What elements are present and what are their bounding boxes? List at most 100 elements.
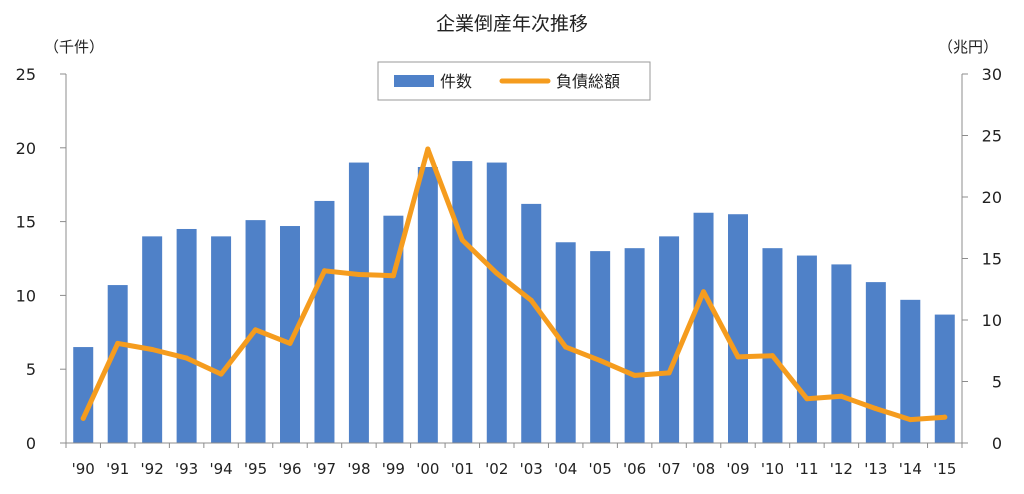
bar xyxy=(348,162,369,443)
line-point xyxy=(701,289,707,295)
right-tick-label: 25 xyxy=(982,127,1002,146)
right-tick-label: 0 xyxy=(992,434,1002,453)
chart-title: 企業倒産年次推移 xyxy=(436,13,588,35)
line-point xyxy=(873,406,879,412)
line-point xyxy=(425,146,431,152)
right-axis-unit: （兆円） xyxy=(938,38,998,56)
bar xyxy=(659,236,680,443)
left-axis-ticks: 0 5 10 15 20 25 xyxy=(16,65,36,453)
bar xyxy=(762,248,783,443)
x-tick-label: '02 xyxy=(485,460,508,478)
x-tick-label: '15 xyxy=(933,460,956,478)
bar xyxy=(590,251,611,443)
x-tick-label: '91 xyxy=(106,460,129,478)
x-tick-label: '03 xyxy=(520,460,543,478)
bar xyxy=(693,212,714,443)
bar xyxy=(555,242,576,443)
line-point xyxy=(115,340,121,346)
bar xyxy=(624,248,645,443)
line-point xyxy=(769,353,775,359)
x-tick-label: '94 xyxy=(209,460,232,478)
line-point xyxy=(149,347,155,353)
line-point xyxy=(494,270,500,276)
x-tick-label: '04 xyxy=(554,460,577,478)
right-tick-label: 30 xyxy=(982,65,1002,84)
x-tick-label: '90 xyxy=(72,460,95,478)
bar xyxy=(383,215,404,443)
line-point xyxy=(80,415,86,421)
line-point xyxy=(528,297,534,303)
bar xyxy=(176,228,197,443)
line-point xyxy=(942,414,948,420)
line-point xyxy=(838,393,844,399)
left-tick-label: 5 xyxy=(26,360,36,379)
x-tick-label: '95 xyxy=(244,460,267,478)
liabilities-line xyxy=(80,146,948,423)
x-tick-label: '00 xyxy=(416,460,439,478)
line-point xyxy=(184,355,190,361)
x-tick-label: '97 xyxy=(313,460,336,478)
x-tick-label: '92 xyxy=(141,460,164,478)
right-tick-label: 20 xyxy=(982,188,1002,207)
left-tick-label: 0 xyxy=(26,434,36,453)
x-tick-label: '99 xyxy=(382,460,405,478)
x-tick-label: '07 xyxy=(657,460,680,478)
x-tick-label: '06 xyxy=(623,460,646,478)
x-tick-label: '96 xyxy=(278,460,301,478)
line-point xyxy=(804,396,810,402)
legend-bar-swatch xyxy=(394,75,434,87)
bar xyxy=(107,285,128,443)
x-tick-label: '01 xyxy=(451,460,474,478)
x-tick-label: '08 xyxy=(692,460,715,478)
line-point xyxy=(253,327,259,333)
bar xyxy=(73,347,94,443)
bar-series xyxy=(73,161,955,444)
right-tick-label: 5 xyxy=(992,373,1002,392)
line-point xyxy=(390,273,396,279)
x-tick-label: '12 xyxy=(830,460,853,478)
line-series xyxy=(80,146,948,423)
x-tick-label: '14 xyxy=(899,460,922,478)
x-axis-ticks: '90 '91 '92 '93 '94 '95 '96 '97 '98 '99 '00 '01 '02 '… xyxy=(72,460,957,478)
bar xyxy=(900,299,921,443)
bar xyxy=(142,236,163,443)
x-tick-label: '09 xyxy=(726,460,749,478)
right-tick-label: 10 xyxy=(982,311,1002,330)
line-point xyxy=(907,417,913,423)
bar xyxy=(865,282,886,443)
bar xyxy=(314,200,335,443)
line-point xyxy=(735,354,741,360)
line-point xyxy=(666,370,672,376)
left-tick-label: 15 xyxy=(16,213,36,232)
x-tick-label: '13 xyxy=(864,460,887,478)
left-tick-label: 10 xyxy=(16,286,36,305)
x-tick-label: '05 xyxy=(589,460,612,478)
right-axis-ticks: 0 5 10 15 20 25 30 xyxy=(982,65,1002,453)
legend-label-liabilities: 負債総額 xyxy=(556,72,620,91)
bar xyxy=(728,214,748,443)
bar xyxy=(521,203,542,443)
legend: 件数 負債総額 xyxy=(377,61,651,101)
bar xyxy=(452,161,473,444)
bar xyxy=(486,162,507,443)
bar xyxy=(831,264,852,443)
line-point xyxy=(356,271,362,277)
axes xyxy=(60,73,968,448)
bar xyxy=(417,166,438,443)
line-point xyxy=(632,372,638,378)
line-point xyxy=(287,340,293,346)
bar xyxy=(211,236,232,443)
bar xyxy=(934,314,955,443)
left-tick-label: 20 xyxy=(16,139,36,158)
bar xyxy=(280,226,300,443)
line-point xyxy=(459,237,465,243)
legend-label-count: 件数 xyxy=(440,72,472,91)
line-point xyxy=(218,371,224,377)
line-point xyxy=(563,344,569,350)
x-tick-label: '93 xyxy=(175,460,198,478)
left-tick-label: 25 xyxy=(16,65,36,84)
x-tick-label: '11 xyxy=(795,460,818,478)
x-tick-label: '10 xyxy=(761,460,784,478)
